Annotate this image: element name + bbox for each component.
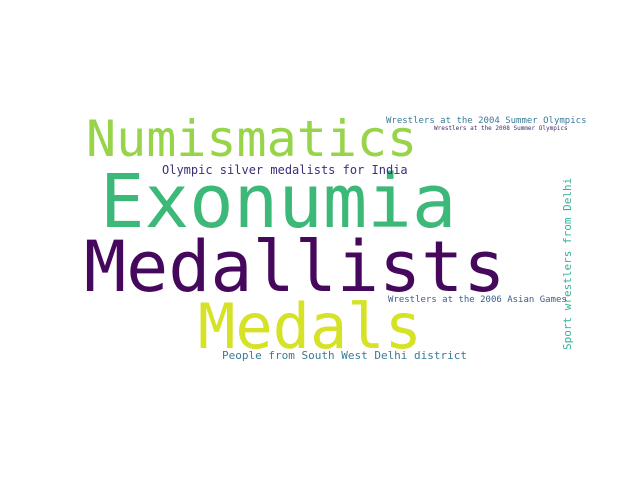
word-medals: Medals (198, 290, 422, 363)
word-wrestlers-2008-summer-olympics: Wrestlers at the 2008 Summer Olympics (434, 125, 568, 132)
word-wrestlers-2006-asian-games: Wrestlers at the 2006 Asian Games (388, 295, 567, 305)
word-exonumia: Exonumia (100, 159, 457, 245)
word-wrestlers-2004-summer-olympics: Wrestlers at the 2004 Summer Olympics (386, 116, 587, 126)
word-people-from-south-west-delhi-district: People from South West Delhi district (222, 349, 468, 362)
word-numismatics: Numismatics (86, 110, 418, 168)
word-sport-wrestlers-from-delhi: Sport wrestlers from Delhi (561, 177, 574, 350)
word-medallists: Medallists (84, 226, 506, 308)
word-olympic-silver-medalists-for-india: Olympic silver medalists for India (162, 163, 408, 177)
